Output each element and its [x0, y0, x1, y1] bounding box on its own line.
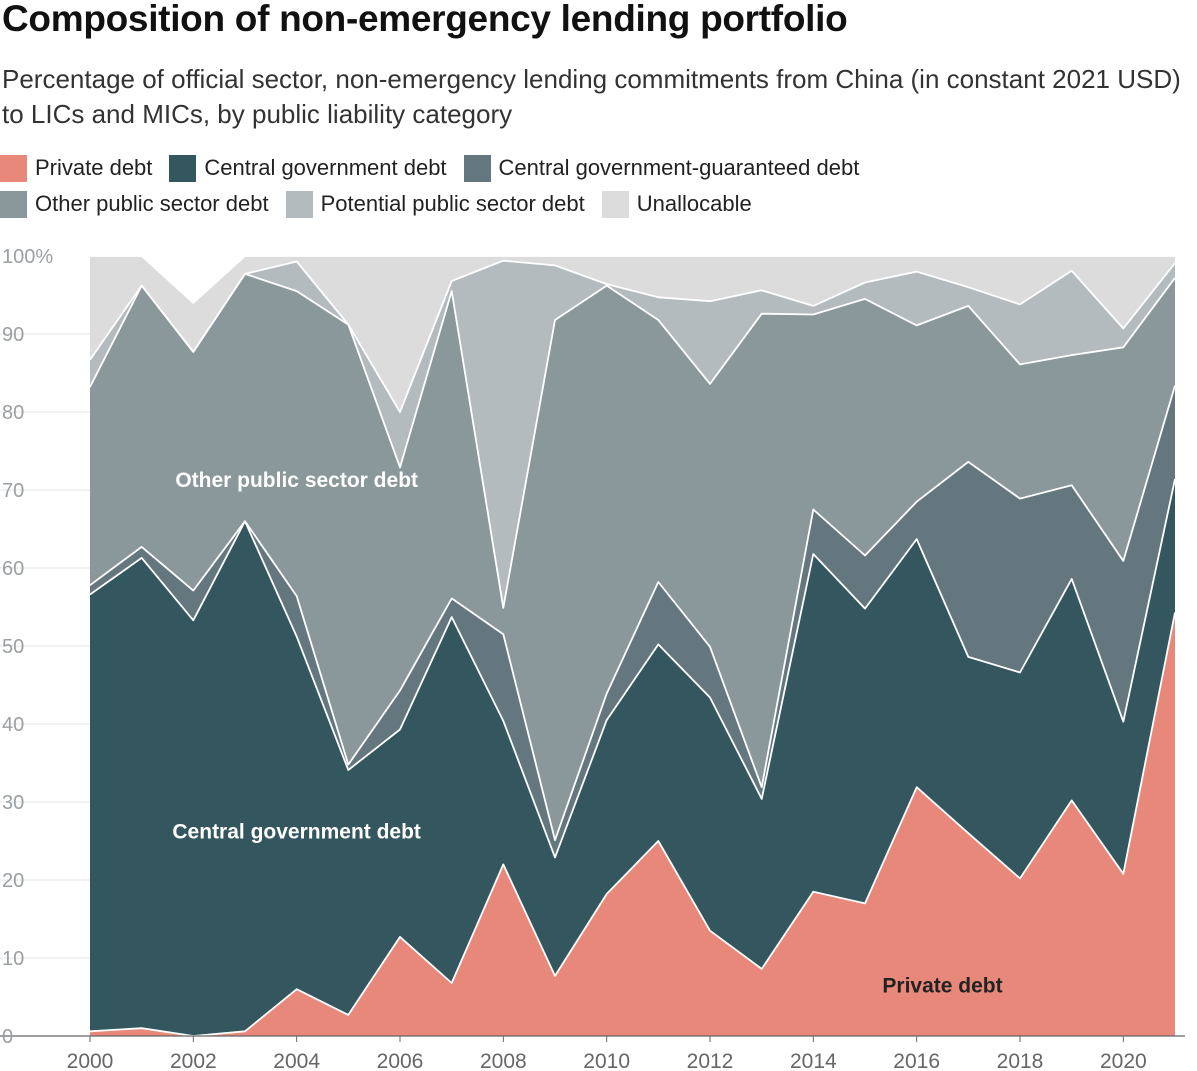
chart-title: Composition of non-emergency lending por… [2, 0, 848, 39]
x-tick-label: 2006 [377, 1050, 424, 1071]
x-tick-label: 2004 [273, 1050, 320, 1071]
legend-item-private-debt: Private debt [0, 154, 153, 182]
legend-item-potential-public-sector-debt: Potential public sector debt [285, 190, 585, 218]
area-guaranteed [90, 385, 1175, 858]
legend-item-unallocable: Unallocable [601, 190, 752, 218]
y-tick-label: 20 [2, 870, 24, 892]
x-tick-label: 2012 [687, 1050, 734, 1071]
legend-label-private-debt: Private debt [35, 155, 153, 180]
legend-item-central-government-guaranteed-debt: Central government-guaranteed debt [463, 154, 860, 182]
area-label: Private debt [882, 974, 1002, 997]
x-tick-label: 2020 [1100, 1050, 1147, 1071]
legend-item-central-government-debt: Central government debt [169, 154, 447, 182]
legend-label-unallocable: Unallocable [636, 191, 752, 216]
legend-row-2: Other public sector debt Potential publi… [0, 186, 1190, 222]
x-tick-label: 2018 [997, 1050, 1044, 1071]
y-tick-label: 30 [2, 792, 24, 814]
y-tick-label: 0 [2, 1026, 13, 1048]
legend-swatch-central-government-debt [169, 154, 197, 182]
y-tick-label: 80 [2, 402, 24, 424]
y-tick-label: 40 [2, 714, 24, 736]
boundary-guaranteed [89, 385, 1176, 842]
legend-label-potential-public-sector-debt: Potential public sector debt [320, 191, 585, 216]
x-tick-label: 2014 [790, 1050, 837, 1071]
area-label: Other public sector debt [175, 469, 418, 492]
legend-label-other-public-sector-debt: Other public sector debt [35, 191, 269, 216]
x-tick-label: 2002 [170, 1050, 217, 1071]
boundary-private [89, 612, 1176, 1037]
legend-swatch-unallocable [601, 190, 629, 218]
x-tick-label: 2008 [480, 1050, 527, 1071]
y-tick-label: 70 [2, 480, 24, 502]
y-tick-label: 60 [2, 558, 24, 580]
boundary-central [89, 478, 1176, 859]
legend-swatch-potential-public-sector-debt [285, 190, 313, 218]
chart-subtitle: Percentage of official sector, non-emerg… [2, 64, 1181, 129]
legend: Private debt Central government debt Cen… [0, 150, 1190, 222]
legend-label-central-government-debt: Central government debt [204, 155, 447, 180]
y-tick-label: 10 [2, 948, 24, 970]
y-tick-label: 90 [2, 324, 24, 346]
area-central [90, 479, 1175, 1037]
legend-row-1: Private debt Central government debt Cen… [0, 150, 1190, 186]
boundary-other_public [89, 273, 1176, 609]
boundary-unallocable [90, 255, 1175, 304]
stacked-area-chart: 0 10 20 30 40 50 60 70 80 90 100% 2000 2002 2004 2006 2… [0, 246, 1185, 1071]
y-tick-label: 100% [2, 246, 53, 268]
area-private [90, 612, 1175, 1036]
legend-label-central-government-guaranteed-debt: Central government-guaranteed debt [498, 155, 860, 180]
legend-swatch-other-public-sector-debt [0, 190, 27, 218]
area-unallocable [90, 256, 1175, 412]
x-tick-label: 2010 [583, 1050, 630, 1071]
x-tick-label: 2016 [893, 1050, 940, 1071]
area-other_public [90, 273, 1175, 841]
legend-swatch-central-government-guaranteed-debt [463, 154, 491, 182]
area-label: Central government debt [172, 821, 421, 844]
legend-item-other-public-sector-debt: Other public sector debt [0, 190, 269, 218]
y-tick-label: 50 [2, 636, 24, 658]
boundary-potential [89, 259, 1176, 413]
legend-swatch-private-debt [0, 154, 27, 182]
x-tick-label: 2000 [67, 1050, 114, 1071]
